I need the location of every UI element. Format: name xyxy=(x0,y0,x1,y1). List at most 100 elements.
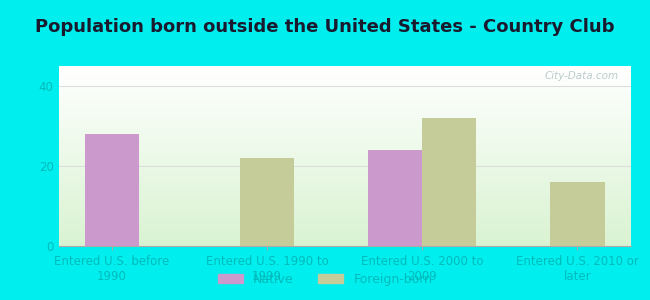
Bar xyxy=(58,75,630,76)
Bar xyxy=(58,85,630,86)
Bar xyxy=(58,84,630,85)
Text: City-Data.com: City-Data.com xyxy=(545,71,619,81)
Bar xyxy=(550,182,604,246)
Bar xyxy=(58,162,630,163)
Bar xyxy=(58,245,630,246)
Bar xyxy=(58,209,630,210)
Bar xyxy=(58,159,630,160)
Bar xyxy=(58,160,630,161)
Bar xyxy=(58,134,630,135)
Bar xyxy=(58,106,630,107)
Bar xyxy=(58,108,630,109)
Bar xyxy=(58,182,630,183)
Bar xyxy=(58,121,630,122)
Bar xyxy=(58,191,630,192)
Bar xyxy=(58,214,630,215)
Bar xyxy=(58,171,630,172)
Bar xyxy=(58,186,630,187)
Bar xyxy=(58,124,630,125)
Bar xyxy=(58,179,630,180)
Bar xyxy=(240,158,294,246)
Bar xyxy=(58,112,630,113)
Bar xyxy=(58,218,630,219)
Bar xyxy=(58,119,630,120)
Bar xyxy=(58,74,630,75)
Bar xyxy=(58,128,630,129)
Bar xyxy=(58,190,630,191)
Bar xyxy=(58,205,630,206)
Bar xyxy=(58,90,630,91)
Bar xyxy=(58,66,630,67)
Bar xyxy=(58,111,630,112)
Bar xyxy=(58,148,630,149)
Bar xyxy=(58,83,630,84)
Bar xyxy=(58,187,630,188)
Bar xyxy=(58,101,630,102)
Bar xyxy=(58,160,630,161)
Bar xyxy=(58,236,630,237)
Bar xyxy=(368,150,422,246)
Bar xyxy=(58,79,630,80)
Bar xyxy=(58,103,630,104)
Bar xyxy=(58,168,630,169)
Bar xyxy=(58,137,630,138)
Bar xyxy=(58,228,630,229)
Bar xyxy=(58,234,630,235)
Bar xyxy=(58,92,630,93)
Bar xyxy=(58,202,630,203)
Bar xyxy=(58,76,630,77)
Bar xyxy=(58,183,630,184)
Bar xyxy=(58,244,630,245)
Bar xyxy=(58,215,630,216)
Bar xyxy=(58,97,630,98)
Legend: Native, Foreign-born: Native, Foreign-born xyxy=(213,268,437,291)
Bar xyxy=(58,204,630,205)
Bar xyxy=(58,71,630,72)
Bar xyxy=(58,198,630,199)
Bar xyxy=(58,227,630,228)
Bar xyxy=(58,116,630,117)
Bar xyxy=(58,194,630,195)
Bar xyxy=(58,173,630,174)
Bar xyxy=(58,91,630,92)
Bar xyxy=(58,240,630,241)
Bar xyxy=(58,161,630,162)
Bar xyxy=(58,123,630,124)
Bar xyxy=(58,222,630,223)
Bar xyxy=(58,169,630,170)
Bar xyxy=(58,229,630,230)
Bar xyxy=(58,212,630,213)
Bar xyxy=(58,216,630,217)
Bar xyxy=(58,233,630,234)
Bar xyxy=(58,67,630,68)
Bar xyxy=(58,114,630,115)
Bar xyxy=(58,142,630,143)
Bar xyxy=(58,88,630,89)
Bar xyxy=(58,133,630,134)
Bar xyxy=(58,69,630,70)
Bar xyxy=(58,230,630,231)
Bar xyxy=(58,185,630,186)
Bar xyxy=(58,73,630,74)
Bar xyxy=(58,184,630,185)
Bar xyxy=(58,107,630,108)
Bar xyxy=(58,139,630,140)
Bar xyxy=(58,147,630,148)
Bar xyxy=(58,127,630,128)
Bar xyxy=(58,232,630,233)
Bar xyxy=(58,175,630,176)
Bar xyxy=(58,102,630,103)
Bar xyxy=(58,95,630,96)
Bar xyxy=(58,144,630,145)
Bar xyxy=(58,105,630,106)
Bar xyxy=(58,189,630,190)
Bar xyxy=(58,151,630,152)
Bar xyxy=(58,237,630,238)
Bar xyxy=(58,130,630,131)
Bar xyxy=(58,211,630,212)
Bar xyxy=(58,99,630,100)
Bar xyxy=(58,225,630,226)
Bar xyxy=(58,138,630,139)
Bar xyxy=(58,220,630,221)
Bar xyxy=(58,113,630,114)
